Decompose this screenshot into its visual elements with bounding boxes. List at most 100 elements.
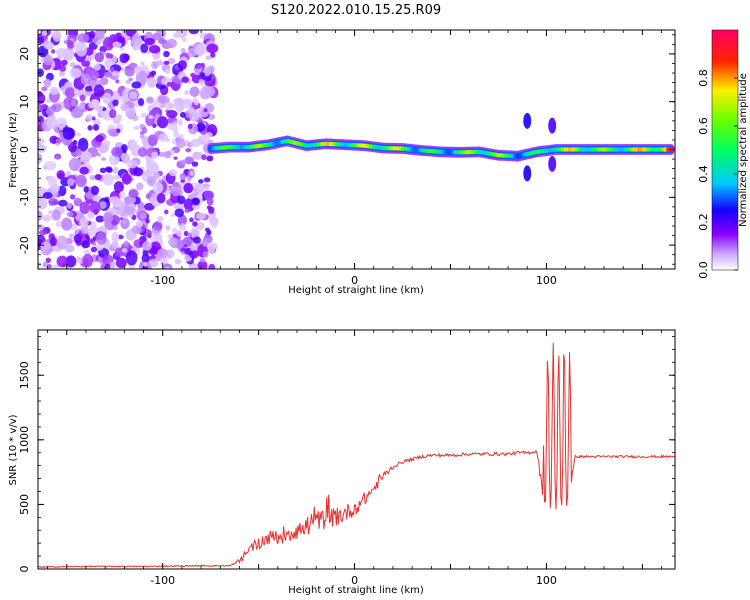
noise-blob	[62, 127, 75, 140]
noise-blob	[118, 95, 124, 101]
noise-blob	[129, 140, 138, 149]
noise-blob	[95, 215, 105, 223]
noise-blob	[192, 197, 200, 206]
noise-blob	[188, 111, 199, 122]
noise-blob	[38, 144, 47, 153]
noise-blob	[181, 76, 189, 83]
x-tick-label: 100	[536, 574, 557, 587]
spectrogram-ridge	[207, 112, 675, 182]
noise-blob	[143, 202, 155, 211]
noise-blob	[169, 182, 182, 196]
x-tick-label: -100	[150, 574, 175, 587]
noise-blob	[179, 173, 187, 181]
colorbar-tick-label: 0.8	[697, 69, 710, 87]
noise-blob	[197, 260, 208, 269]
noise-blob	[137, 147, 148, 158]
noise-blob	[202, 240, 208, 247]
ridge-sidelobe	[523, 165, 532, 182]
noise-blob	[56, 170, 66, 180]
noise-blob	[94, 173, 102, 181]
noise-blob	[131, 33, 142, 46]
noise-blob	[187, 232, 193, 238]
noise-blob	[206, 155, 214, 162]
noise-blob	[121, 248, 128, 253]
noise-blob	[67, 178, 75, 186]
noise-blob	[50, 49, 56, 54]
noise-blob	[82, 253, 94, 268]
noise-blob	[188, 30, 200, 35]
noise-blob	[76, 148, 83, 157]
noise-blob	[125, 79, 131, 85]
noise-blob	[102, 212, 114, 224]
noise-blob	[164, 209, 169, 215]
noise-blob	[182, 99, 193, 109]
noise-blob	[79, 94, 86, 102]
spectrogram-xlabel: Height of straight line (km)	[288, 285, 424, 296]
ridge-sidelobe	[548, 117, 557, 134]
noise-blob	[43, 78, 52, 88]
noise-blob	[46, 118, 58, 129]
noise-blob	[38, 136, 44, 145]
noise-blob	[99, 167, 107, 174]
noise-blob	[145, 96, 155, 104]
noise-blob	[128, 91, 138, 100]
noise-blob	[210, 51, 216, 58]
x-tick-label: 0	[351, 574, 358, 587]
noise-blob	[98, 201, 107, 210]
noise-blob	[135, 220, 144, 228]
noise-blob	[173, 132, 180, 138]
noise-blob	[150, 61, 159, 70]
noise-blob	[180, 159, 187, 165]
noise-blob	[192, 203, 201, 210]
noise-blob	[65, 255, 77, 268]
noise-blob	[91, 241, 97, 246]
noise-blob	[177, 195, 186, 205]
noise-blob	[172, 227, 178, 235]
noise-blob	[165, 137, 170, 143]
noise-blob	[143, 261, 148, 267]
noise-blob	[93, 64, 102, 71]
snr-series	[38, 342, 675, 569]
noise-blob	[38, 154, 42, 161]
noise-blob	[185, 147, 192, 153]
noise-blob	[113, 174, 121, 181]
noise-blob	[69, 67, 82, 79]
noise-blob	[73, 233, 83, 244]
noise-blob	[69, 194, 76, 200]
noise-blob	[81, 60, 91, 67]
noise-blob	[124, 206, 136, 215]
noise-blob	[46, 98, 51, 104]
noise-blob	[48, 198, 59, 206]
noise-blob	[102, 92, 112, 104]
noise-blob	[203, 190, 215, 201]
noise-blob	[93, 84, 105, 98]
noise-blob	[177, 60, 187, 71]
noise-blob	[163, 50, 170, 58]
noise-blob	[64, 87, 76, 99]
noise-blob	[38, 262, 42, 268]
noise-blob	[151, 151, 159, 159]
noise-blob	[87, 211, 95, 219]
noise-blob	[55, 117, 67, 129]
noise-blob	[184, 208, 190, 214]
noise-blob	[45, 106, 55, 117]
noise-blob	[202, 66, 212, 77]
noise-blob	[69, 62, 77, 68]
noise-blob	[78, 103, 85, 110]
colorbar-gradient	[711, 29, 739, 271]
noise-blob	[58, 199, 68, 207]
noise-blob	[79, 201, 91, 215]
noise-blob	[128, 77, 133, 82]
noise-blob	[146, 175, 157, 187]
noise-blob	[99, 77, 109, 86]
y-tick-label: 0	[18, 566, 31, 573]
noise-blob	[145, 157, 154, 167]
y-tick-label: 20	[18, 47, 31, 61]
noise-blob	[109, 261, 116, 269]
noise-blob	[158, 178, 163, 183]
noise-blob	[55, 155, 60, 160]
noise-blob	[187, 48, 197, 58]
noise-blob	[45, 257, 51, 264]
noise-blob	[119, 217, 124, 221]
